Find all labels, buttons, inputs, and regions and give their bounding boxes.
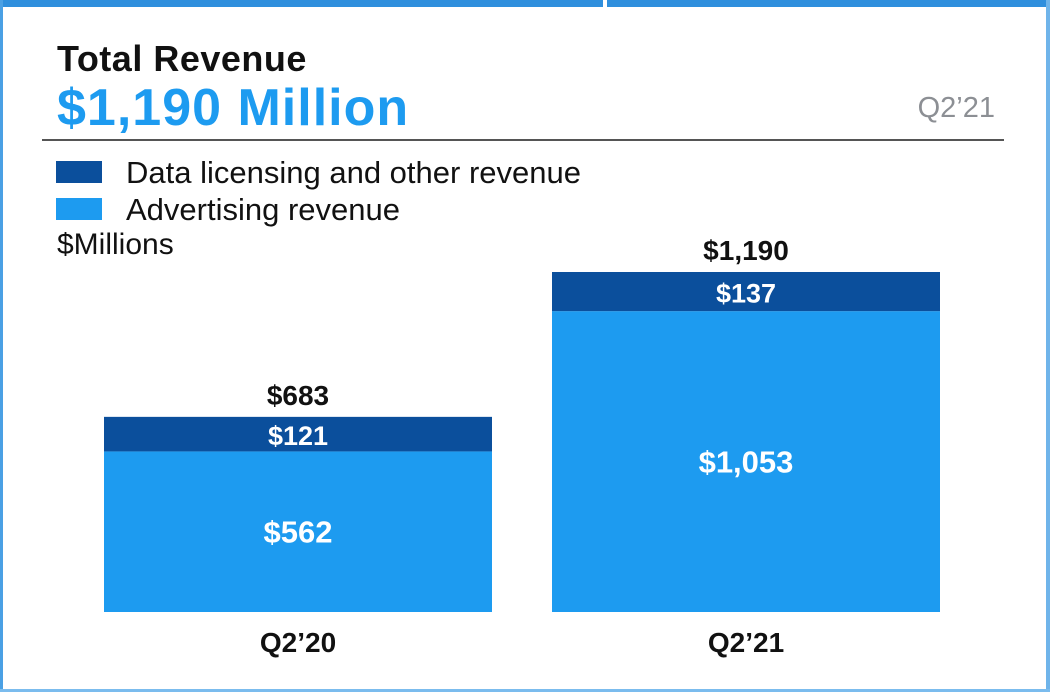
data-label-advertising-2: $1,053 — [699, 445, 794, 480]
headline-total-value: $1,190 Million — [57, 79, 410, 137]
bar-data-licensing-2 — [552, 272, 940, 312]
total-label-1: $683 — [267, 380, 329, 411]
period-label: Q2’21 — [917, 92, 995, 124]
data-label-data-licensing-2: $137 — [716, 279, 776, 309]
category-label-1: Q2’20 — [260, 627, 336, 658]
legend-label-advertising: Advertising revenue — [126, 192, 400, 227]
bar-data-licensing-1 — [104, 416, 492, 452]
right-border — [1046, 0, 1050, 692]
left-border — [0, 0, 3, 692]
data-label-data-licensing-1: $121 — [268, 421, 328, 451]
bottom-border — [0, 689, 1050, 692]
top-border-gap — [603, 0, 607, 7]
total-label-2: $1,190 — [703, 235, 789, 266]
bar-advertising-2 — [552, 311, 940, 612]
legend-swatch-advertising — [56, 198, 102, 220]
data-label-advertising-1: $562 — [264, 515, 333, 550]
legend-swatch-data-licensing — [56, 161, 102, 183]
category-label-2: Q2’21 — [708, 627, 784, 658]
bar-advertising-1 — [104, 451, 492, 612]
legend-label-data-licensing: Data licensing and other revenue — [126, 155, 581, 190]
header-divider — [42, 139, 1004, 141]
unit-label: $Millions — [57, 228, 174, 261]
top-border — [0, 0, 1050, 7]
chart-title: Total Revenue — [57, 38, 307, 79]
